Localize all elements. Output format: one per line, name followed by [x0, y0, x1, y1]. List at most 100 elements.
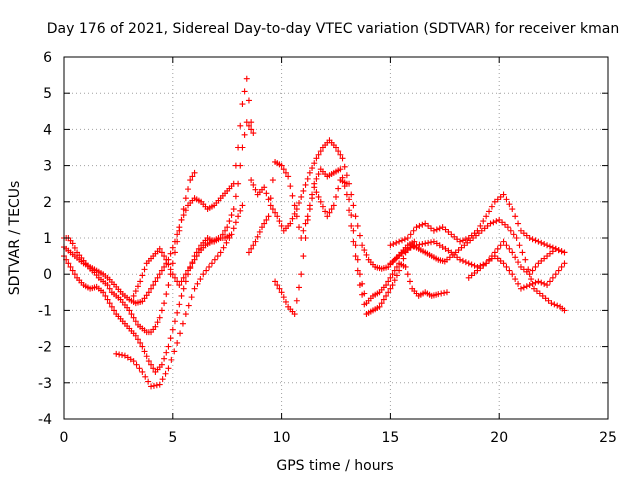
x-tick-label: 25: [599, 430, 617, 446]
data-point: [250, 130, 257, 137]
data-point: [177, 330, 184, 337]
data-point: [407, 231, 414, 238]
series-track-h: [272, 177, 450, 318]
data-point: [141, 295, 148, 302]
data-point: [134, 336, 141, 343]
data-point: [354, 267, 361, 274]
data-point: [152, 323, 159, 330]
data-point: [108, 303, 115, 310]
data-point: [359, 242, 366, 249]
data-point: [300, 187, 307, 194]
data-point: [289, 215, 296, 222]
data-point: [354, 222, 361, 229]
data-point: [154, 319, 161, 326]
data-point: [497, 242, 504, 249]
data-point: [180, 212, 187, 219]
data-point: [168, 356, 175, 363]
data-point: [333, 193, 339, 200]
data-point: [222, 227, 229, 234]
data-point: [267, 202, 274, 209]
data-point: [237, 207, 244, 214]
data-point: [306, 206, 313, 213]
data-point: [178, 292, 185, 299]
data-point: [274, 282, 281, 289]
data-point: [156, 271, 163, 278]
data-point: [189, 173, 196, 180]
data-point: [134, 283, 141, 290]
data-point: [230, 206, 237, 213]
data-point: [150, 282, 157, 289]
data-point: [132, 288, 139, 295]
data-point: [391, 267, 398, 274]
data-point: [252, 238, 259, 245]
data-point: [343, 191, 350, 198]
data-point: [291, 311, 298, 318]
data-point: [528, 276, 535, 283]
data-point: [237, 162, 244, 169]
plot-marks: [61, 75, 568, 390]
y-tick-label: 5: [43, 86, 52, 102]
data-point: [554, 302, 561, 309]
data-point: [285, 173, 292, 180]
data-point: [182, 195, 189, 202]
data-point: [113, 350, 120, 357]
data-point: [337, 166, 344, 173]
y-tick-label: 4: [43, 122, 52, 138]
data-point: [546, 278, 553, 285]
y-tick-label: -3: [38, 376, 52, 392]
data-point: [532, 263, 539, 270]
data-point: [356, 232, 363, 239]
data-point: [165, 261, 172, 268]
data-point: [187, 177, 194, 184]
data-point: [558, 263, 565, 270]
data-point: [387, 274, 394, 281]
data-point: [153, 382, 160, 389]
data-point: [404, 271, 411, 278]
data-point: [433, 226, 440, 233]
data-point: [178, 216, 185, 223]
data-point: [503, 196, 510, 203]
data-point: [350, 238, 357, 245]
data-point: [139, 272, 146, 279]
data-point: [350, 227, 357, 234]
data-point: [278, 162, 285, 169]
data-point: [217, 249, 224, 256]
data-point: [272, 278, 279, 285]
series-track-f: [248, 137, 418, 272]
data-point: [197, 276, 204, 283]
data-point: [526, 235, 533, 241]
data-point: [278, 289, 285, 296]
data-point: [182, 207, 189, 214]
data-point: [171, 348, 178, 355]
data-point: [214, 253, 221, 260]
data-point: [104, 282, 111, 289]
data-point: [228, 231, 235, 238]
data-point: [406, 278, 413, 285]
data-point: [330, 202, 337, 209]
data-point: [443, 289, 450, 296]
data-point: [441, 289, 448, 296]
data-point: [245, 122, 252, 129]
data-point: [232, 219, 239, 226]
data-point: [167, 250, 174, 257]
data-point: [263, 190, 270, 197]
data-point: [383, 292, 390, 299]
data-point: [352, 242, 359, 249]
data-point: [200, 271, 207, 278]
data-point: [477, 222, 484, 229]
data-point: [462, 259, 469, 266]
data-point: [148, 285, 155, 292]
data-point: [378, 300, 385, 307]
data-point: [158, 361, 165, 368]
data-point: [558, 248, 565, 255]
data-point: [165, 343, 172, 350]
series-track-l: [465, 253, 568, 292]
data-point: [500, 238, 507, 245]
data-point: [191, 285, 198, 292]
data-point: [504, 224, 511, 231]
data-point: [315, 151, 322, 158]
data-point: [494, 245, 501, 252]
data-point: [148, 361, 155, 368]
data-point: [152, 278, 159, 285]
data-point: [116, 351, 123, 358]
